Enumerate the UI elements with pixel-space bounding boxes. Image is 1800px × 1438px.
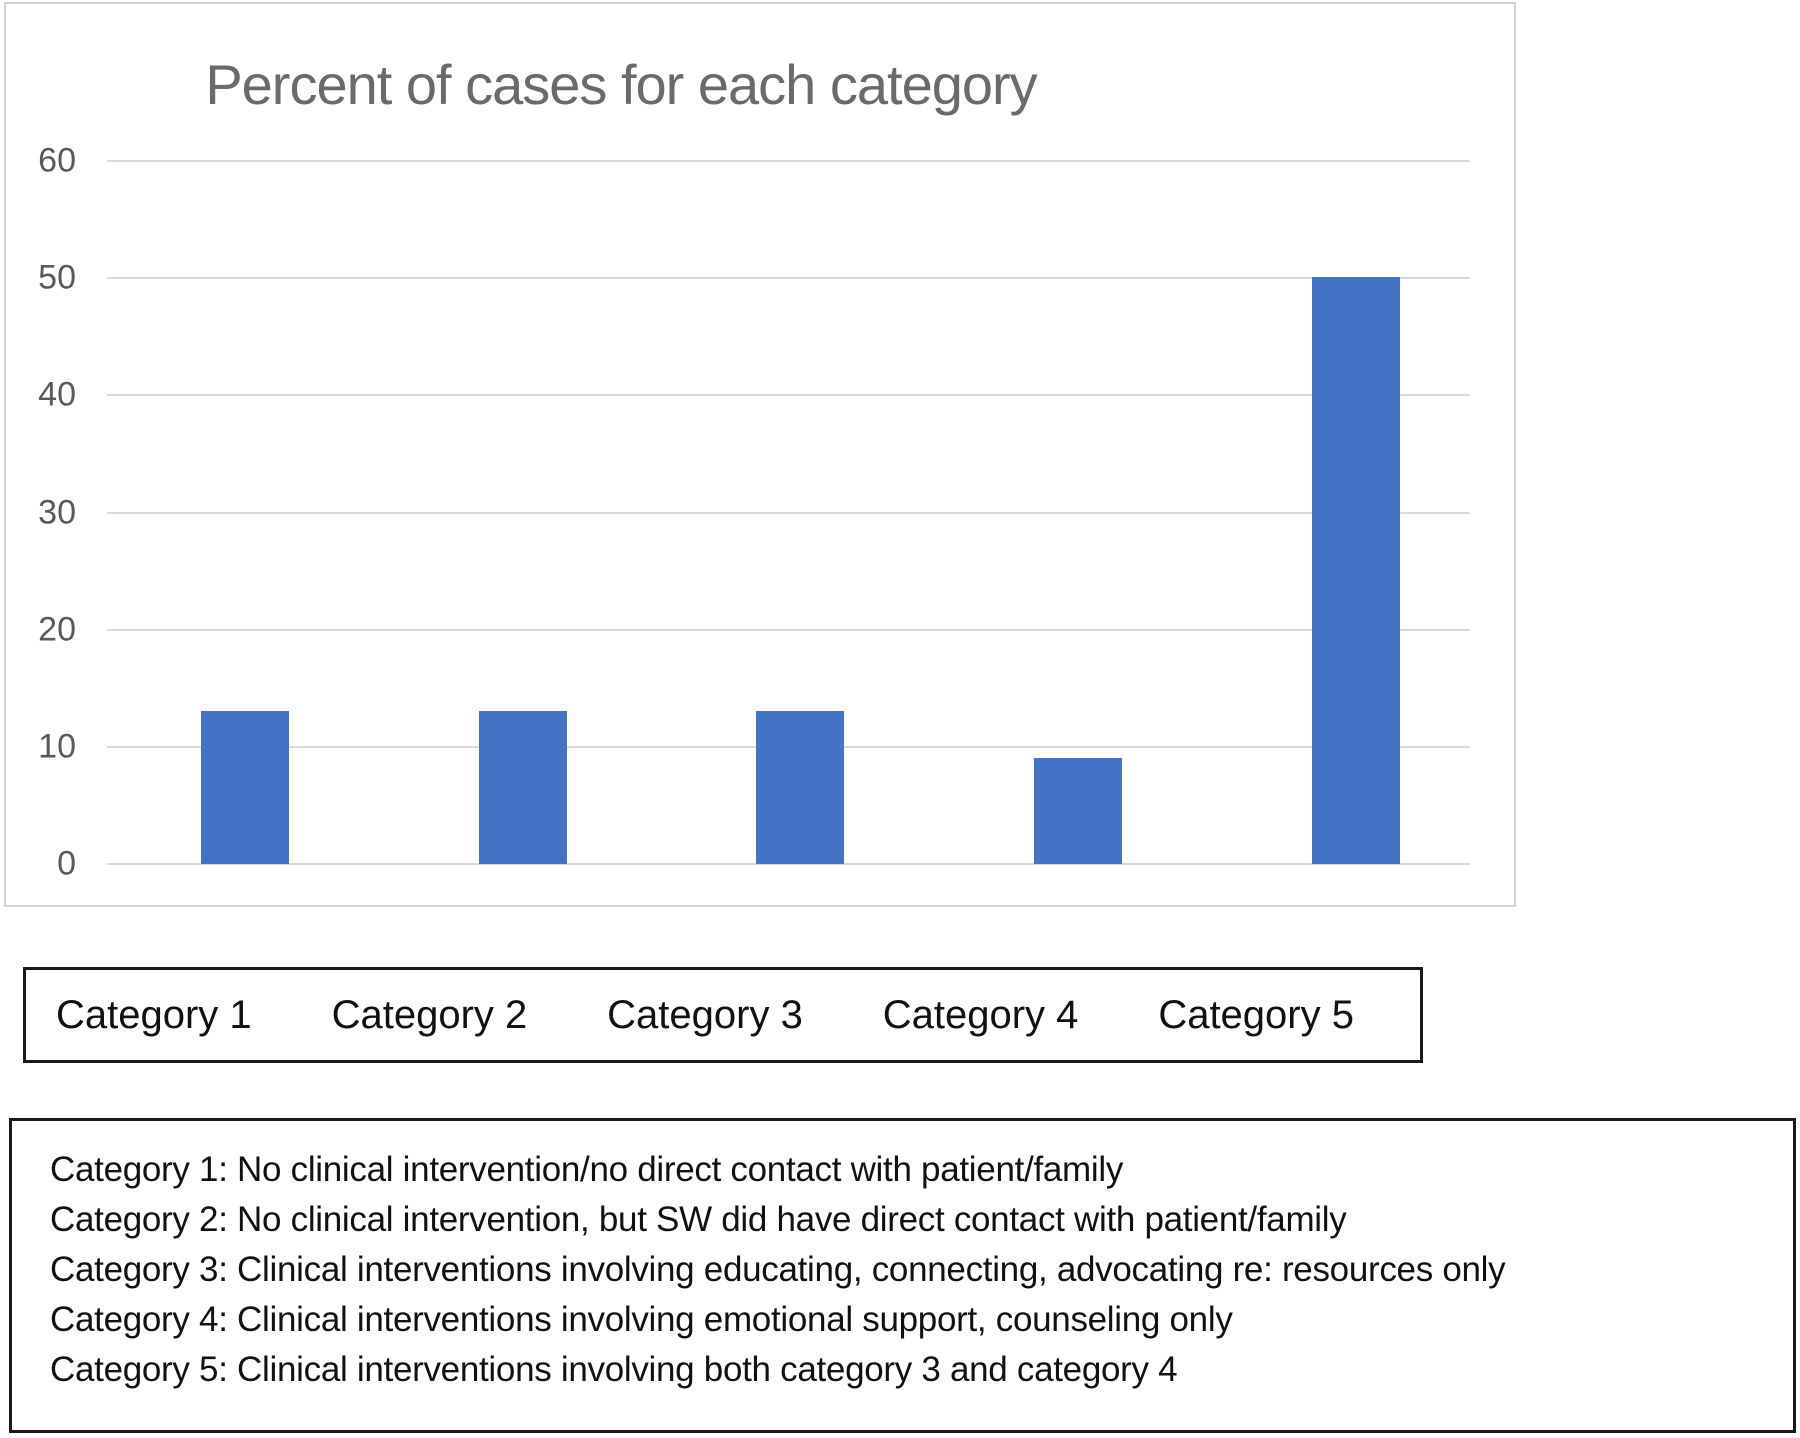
gridline-30 <box>107 511 1470 514</box>
gridline-60 <box>107 160 1470 162</box>
bar-category-4 <box>1034 757 1122 864</box>
category-description-2: Category 2: No clinical intervention, bu… <box>50 1200 1347 1239</box>
chart-container: Percent of cases for each category 0 10 20… <box>4 2 1516 907</box>
y-tick-label-50: 50 <box>38 258 76 297</box>
legend-item-3: Category 3 <box>607 992 803 1037</box>
legend-item-2: Category 2 <box>331 992 528 1037</box>
y-tick-label-0: 0 <box>57 844 76 883</box>
y-tick-label-40: 40 <box>38 375 76 414</box>
category-description-1: Category 1: No clinical intervention/no … <box>50 1150 1124 1189</box>
bar-category-3 <box>756 710 844 864</box>
category-description-3: Category 3: Clinical interventions invol… <box>50 1250 1506 1289</box>
gridline-40 <box>107 394 1470 397</box>
legend-item-1: Category 1 <box>56 992 252 1037</box>
bar-category-1 <box>201 710 289 864</box>
bar-category-2 <box>479 710 567 864</box>
gridline-0 <box>107 863 1470 865</box>
chart-title: Percent of cases for each category <box>205 53 1037 116</box>
y-tick-label-60: 60 <box>38 141 76 180</box>
gridline-20 <box>107 628 1470 631</box>
y-tick-label-30: 30 <box>38 493 76 531</box>
category-legend-box: Category 1 Category 2 Category 3 Category 4… <box>23 967 1423 1063</box>
category-description-5: Category 5: Clinical interventions invol… <box>50 1350 1178 1389</box>
gridline-50 <box>107 277 1470 280</box>
category-descriptions-box: Category 1: No clinical intervention/no … <box>9 1118 1796 1433</box>
legend-item-4: Category 4 <box>882 992 1079 1037</box>
bar-category-5 <box>1312 277 1400 864</box>
legend-item-5: Category 5 <box>1158 992 1354 1037</box>
y-tick-label-20: 20 <box>38 610 76 649</box>
category-description-4: Category 4: Clinical interventions invol… <box>50 1300 1233 1339</box>
y-tick-label-10: 10 <box>38 727 76 766</box>
